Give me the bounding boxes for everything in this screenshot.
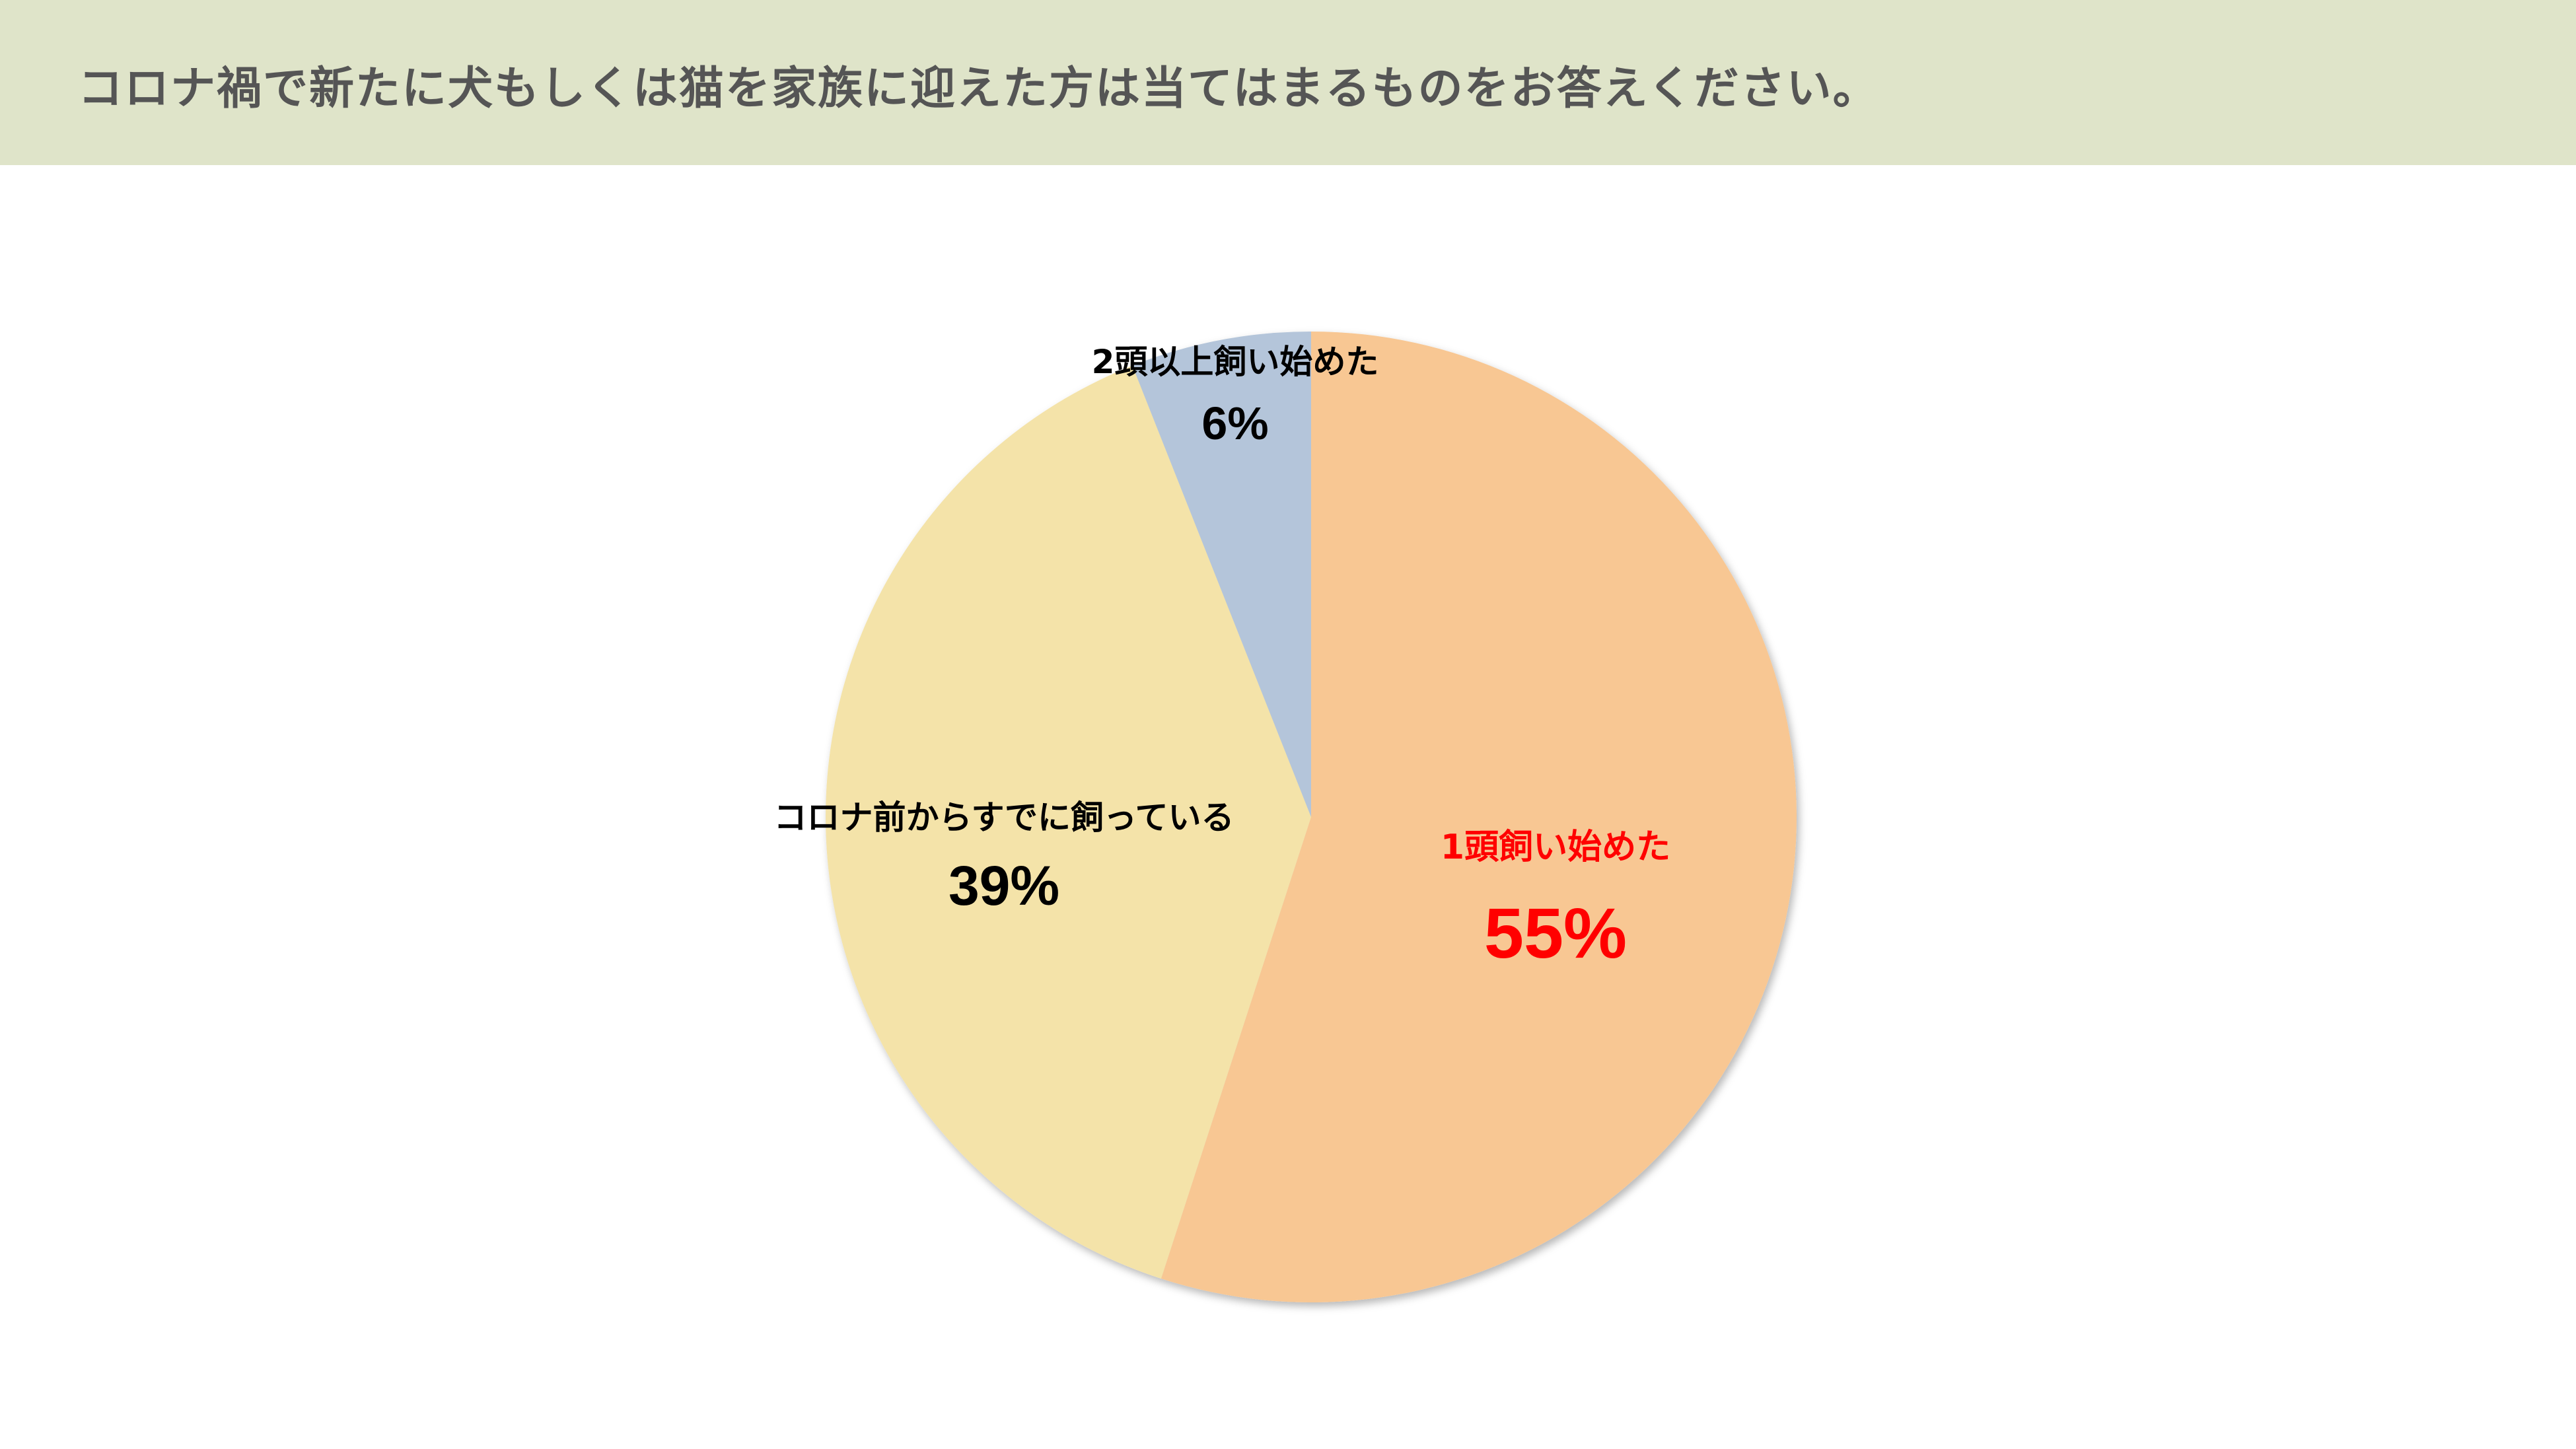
- pie-slice-1: [1161, 332, 1797, 1302]
- slice-label-2: コロナ前からすでに飼っている: [774, 798, 1234, 837]
- slice-value-2: 39%: [948, 855, 1059, 917]
- slice-label-1: 1頭飼い始めた: [1441, 828, 1670, 867]
- slice-value-3: 6%: [1201, 398, 1268, 449]
- question-banner: コロナ禍で新たに犬もしくは猫を家族に迎えた方は当てはまるものをお答えください。: [0, 0, 2576, 165]
- pie-slice-3: [1132, 332, 1311, 817]
- slice-value-1: 55%: [1484, 893, 1627, 973]
- slice-label-3: 2頭以上飼い始めた: [1092, 343, 1379, 381]
- survey-question: コロナ禍で新たに犬もしくは猫を家族に迎えた方は当てはまるものをお答えください。: [78, 63, 1879, 115]
- pie-slice-2: [826, 365, 1311, 1279]
